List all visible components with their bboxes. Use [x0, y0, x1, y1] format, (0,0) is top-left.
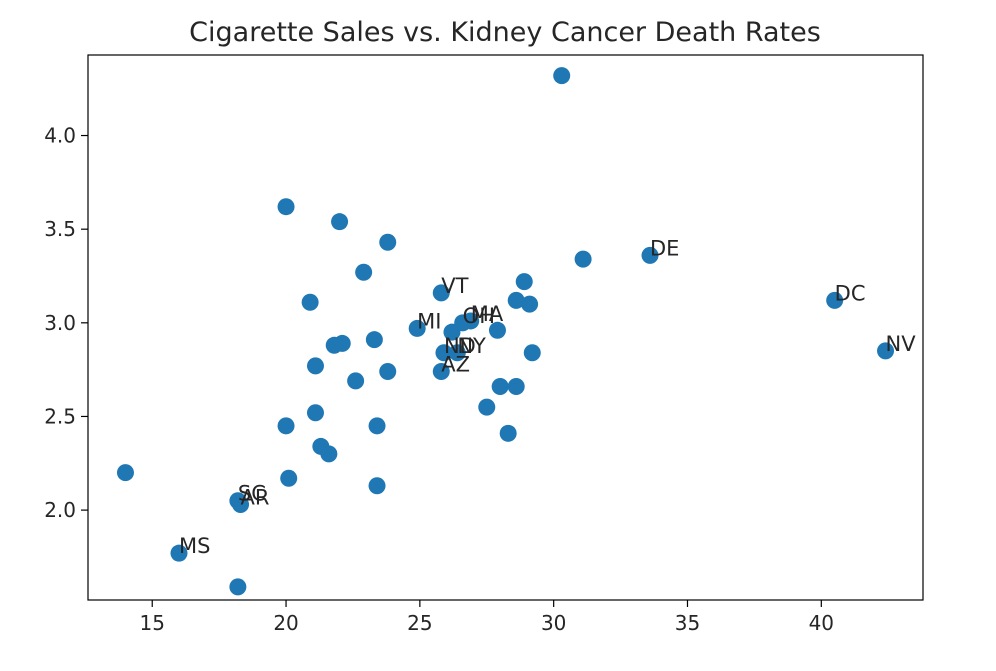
data-point: [331, 213, 349, 231]
y-tick-label: 3.0: [44, 311, 76, 335]
data-point: [229, 578, 247, 596]
data-point: [877, 342, 895, 360]
point-label: NY: [457, 334, 486, 358]
point-label: DC: [835, 281, 866, 305]
data-point: [488, 321, 506, 339]
data-point: [306, 404, 324, 422]
y-tick-label: 2.5: [44, 404, 76, 428]
data-point: [301, 293, 319, 311]
data-point: [435, 344, 453, 362]
data-point: [280, 469, 298, 487]
data-point: [641, 246, 659, 264]
data-point: [170, 544, 188, 562]
x-tick-label: 40: [809, 611, 834, 635]
data-point: [379, 363, 397, 381]
x-tick-label: 35: [675, 611, 700, 635]
y-axis: 2.0 2.5 3.0 3.5 4.0: [44, 124, 88, 522]
point-label: MI: [417, 309, 441, 333]
data-point: [232, 495, 250, 513]
point-label: AZ: [441, 353, 470, 377]
x-tick-label: 20: [273, 611, 298, 635]
data-point: [432, 284, 450, 302]
data-points: [116, 67, 895, 596]
data-point: [507, 377, 525, 395]
x-axis: 15 20 25 30 35 40: [140, 600, 834, 635]
point-label: AR: [241, 485, 270, 509]
y-tick-label: 3.5: [44, 217, 76, 241]
y-tick-label: 2.0: [44, 498, 76, 522]
axes-frame: [87, 54, 924, 601]
data-point: [355, 263, 373, 281]
data-point: [379, 233, 397, 251]
data-point: [432, 363, 450, 381]
data-point: [277, 198, 295, 216]
point-label: SC: [238, 482, 266, 506]
data-point: [347, 372, 365, 390]
point-label: VT: [441, 274, 468, 298]
point-label: NV: [886, 332, 917, 356]
x-tick-label: 15: [140, 611, 165, 635]
point-label: ND: [444, 334, 476, 358]
data-point: [515, 273, 533, 291]
data-point: [462, 312, 480, 330]
data-point: [368, 477, 386, 495]
point-label: DE: [650, 236, 679, 260]
y-tick-label: 4.0: [44, 124, 76, 148]
data-point: [499, 424, 517, 442]
data-point: [523, 344, 541, 362]
point-label: OH: [463, 304, 495, 328]
data-point: [478, 398, 496, 416]
data-point: [507, 291, 525, 309]
point-label: MS: [179, 534, 210, 558]
point-label: MA: [471, 302, 504, 326]
data-point: [333, 334, 351, 352]
data-point: [826, 291, 844, 309]
chart-title: Cigarette Sales vs. Kidney Cancer Death …: [189, 17, 821, 48]
data-point: [368, 417, 386, 435]
data-point: [574, 250, 592, 268]
data-point: [116, 464, 134, 482]
data-point: [408, 319, 426, 337]
data-point: [521, 295, 539, 313]
data-point: [306, 357, 324, 375]
x-tick-label: 30: [541, 611, 566, 635]
data-point: [448, 344, 466, 362]
data-point: [277, 417, 295, 435]
data-point: [553, 67, 571, 85]
data-point: [491, 377, 509, 395]
data-point: [320, 445, 338, 463]
data-point: [365, 331, 383, 349]
x-tick-label: 25: [407, 611, 432, 635]
